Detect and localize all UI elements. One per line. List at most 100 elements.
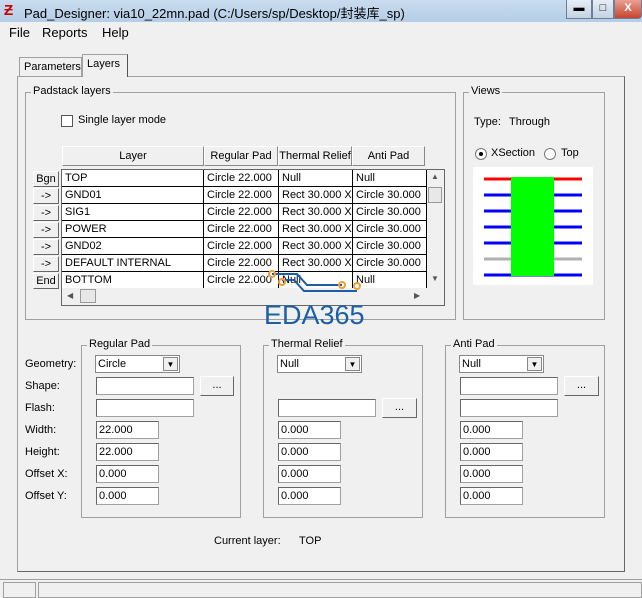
menu-help[interactable]: Help [102,25,129,40]
regular-width-input[interactable]: 22.000 [96,421,159,439]
thermal-relief-label: Thermal Relief [269,338,345,350]
row-select-button[interactable]: -> [33,239,59,255]
flash-label: Flash: [25,402,55,414]
table-cell[interactable]: DEFAULT INTERNAL [62,255,204,272]
thermal-relief-group: Thermal Relief [263,338,423,518]
anti-height-input[interactable]: 0.000 [460,443,523,461]
regular-geometry-select[interactable]: Circle ▼ [95,355,180,373]
table-cell[interactable]: Null [279,170,353,187]
scroll-thumb[interactable] [428,187,442,203]
geometry-label: Geometry: [25,358,77,370]
table-cell[interactable]: SIG1 [62,204,204,221]
thermal-offset-y-input[interactable]: 0.000 [278,487,341,505]
regular-height-input[interactable]: 22.000 [96,443,159,461]
anti-offset-x-input[interactable]: 0.000 [460,465,523,483]
regular-offset-y-input[interactable]: 0.000 [96,487,159,505]
column-header-thermal-relief[interactable]: Thermal Relief [278,146,352,166]
row-select-button[interactable]: -> [33,222,59,238]
single-layer-mode-checkbox[interactable] [61,115,73,127]
table-cell[interactable]: TOP [62,170,204,187]
watermark-text: EDA365 [264,300,365,328]
table-cell[interactable]: Rect 30.000 X [279,221,353,238]
anti-offset-y-input[interactable]: 0.000 [460,487,523,505]
column-header-regular-pad[interactable]: Regular Pad [204,146,278,166]
tab-layers[interactable]: Layers [82,54,128,77]
close-button[interactable]: X [614,0,642,19]
thermal-offset-x-input[interactable]: 0.000 [278,465,341,483]
menu-reports[interactable]: Reports [42,25,88,40]
maximize-button[interactable]: □ [592,0,614,19]
scroll-up-icon[interactable]: ▲ [431,172,439,181]
current-layer-value: TOP [299,535,322,547]
table-cell[interactable]: Circle 30.000 [353,204,427,221]
row-select-button[interactable]: -> [33,188,59,204]
anti-geometry-select[interactable]: Null ▼ [459,355,544,373]
current-layer-label: Current layer: [214,535,281,547]
anti-width-input[interactable]: 0.000 [460,421,523,439]
row-select-button[interactable]: -> [33,256,59,272]
chevron-down-icon[interactable]: ▼ [345,357,360,371]
anti-pad-group: Anti Pad [445,338,605,518]
single-layer-mode-label: Single layer mode [78,114,167,126]
table-cell[interactable]: Null [353,170,427,187]
type-label: Type: [474,116,501,128]
table-cell[interactable]: Circle 30.000 [353,187,427,204]
chevron-down-icon[interactable]: ▼ [163,357,178,371]
hscroll-thumb[interactable] [80,289,96,303]
table-cell[interactable]: GND02 [62,238,204,255]
thermal-flash-browse-button[interactable]: ... [382,398,417,418]
table-cell[interactable]: Circle 22.000 [204,255,279,272]
table-cell[interactable]: Circle 22.000 [204,187,279,204]
views-group: Views [463,85,605,320]
cross-section-view [473,167,593,285]
vertical-scrollbar[interactable]: ▲ ▼ [427,170,444,288]
table-cell[interactable]: Rect 30.000 X [279,238,353,255]
eda365-watermark-logo: EDA365 [264,270,365,328]
thermal-width-input[interactable]: 0.000 [278,421,341,439]
table-cell[interactable]: Circle 22.000 [204,238,279,255]
scroll-right-icon[interactable]: ▶ [414,291,421,300]
anti-shape-input[interactable] [460,377,558,395]
thermal-flash-input[interactable] [278,399,376,417]
status-pane-2 [38,582,642,598]
offset-y-label: Offset Y: [25,490,67,502]
table-cell[interactable]: GND01 [62,187,204,204]
regular-offset-x-input[interactable]: 0.000 [96,465,159,483]
xsection-radio[interactable] [475,148,487,160]
row-select-button[interactable]: End [33,273,59,289]
chevron-down-icon[interactable]: ▼ [527,357,542,371]
table-cell[interactable]: Circle 22.000 [204,170,279,187]
minimize-button[interactable]: ▬ [566,0,592,19]
table-cell[interactable]: Rect 30.000 X [279,204,353,221]
table-cell[interactable]: Circle 30.000 [353,238,427,255]
table-cell[interactable]: Rect 30.000 X [279,255,353,272]
table-cell[interactable]: Rect 30.000 X [279,187,353,204]
anti-shape-browse-button[interactable]: ... [564,376,599,396]
regular-flash-input[interactable] [96,399,194,417]
tab-parameters[interactable]: Parameters [19,57,82,77]
table-cell[interactable]: Circle 22.000 [204,204,279,221]
thermal-height-input[interactable]: 0.000 [278,443,341,461]
regular-geometry-value: Circle [98,358,127,370]
table-cell[interactable]: POWER [62,221,204,238]
anti-flash-input[interactable] [460,399,558,417]
row-select-button[interactable]: Bgn [33,171,59,187]
table-cell[interactable]: Circle 30.000 [353,221,427,238]
thermal-geometry-select[interactable]: Null ▼ [277,355,362,373]
column-header-layer[interactable]: Layer [62,146,204,166]
horizontal-scrollbar[interactable]: ◀ ▶ [62,288,427,305]
scroll-left-icon[interactable]: ◀ [67,291,74,300]
top-radio[interactable] [544,148,556,160]
padstack-layers-group: Padstack layers [25,85,456,320]
column-header-anti-pad[interactable]: Anti Pad [352,146,425,166]
regular-shape-browse-button[interactable]: ... [200,376,234,396]
table-cell[interactable]: Circle 22.000 [204,221,279,238]
layers-table: TOP Circle 22.000 Null Null GND01 Circle 22.0… [61,169,445,306]
table-cell[interactable]: Circle 30.000 [353,255,427,272]
menu-file[interactable]: File [9,25,30,40]
row-select-button[interactable]: -> [33,205,59,221]
scroll-down-icon[interactable]: ▼ [431,274,439,283]
menu-bar: File Reports Help [0,22,642,44]
table-cell[interactable]: BOTTOM [62,272,204,289]
regular-shape-input[interactable] [96,377,194,395]
